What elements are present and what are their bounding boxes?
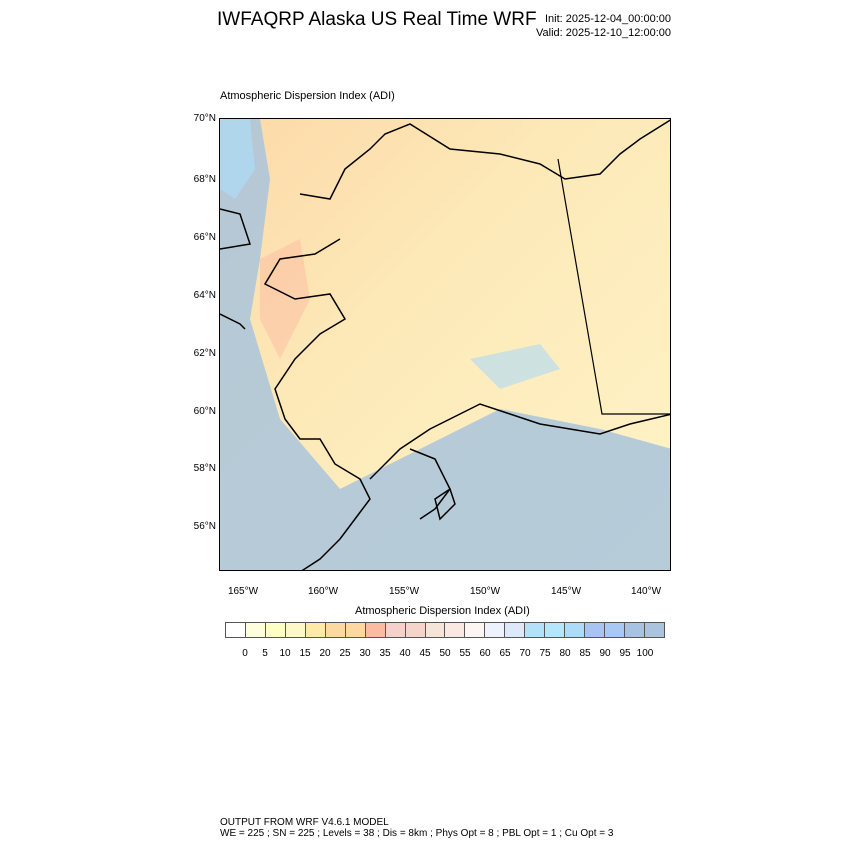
- colorbar-label: 50: [439, 648, 451, 659]
- footer-model: OUTPUT FROM WRF V4.6.1 MODEL: [220, 817, 389, 828]
- colorbar-label: 25: [339, 648, 351, 659]
- coastline: [220, 119, 670, 570]
- lat-label: 64°N: [193, 290, 216, 301]
- colorbar-label: 95: [619, 648, 631, 659]
- colorbar-swatch: [625, 623, 646, 637]
- lat-label: 60°N: [193, 406, 216, 417]
- colorbar-swatch: [285, 623, 306, 637]
- colorbar: [225, 622, 665, 638]
- colorbar-label: 40: [399, 648, 411, 659]
- colorbar-label: 70: [519, 648, 531, 659]
- colorbar-label: 35: [379, 648, 391, 659]
- colorbar-label: 0: [242, 648, 248, 659]
- colorbar-swatch: [245, 623, 266, 637]
- colorbar-label: 15: [299, 648, 311, 659]
- lat-label: 62°N: [193, 348, 216, 359]
- colorbar-label: 85: [579, 648, 591, 659]
- colorbar-swatch: [645, 623, 664, 637]
- colorbar-swatch: [325, 623, 346, 637]
- lon-label: 165°W: [227, 586, 259, 597]
- colorbar-swatch: [525, 623, 546, 637]
- lon-label: 140°W: [630, 586, 662, 597]
- lat-label: 58°N: [193, 463, 216, 474]
- lon-label: 145°W: [550, 586, 582, 597]
- init-time: Init: 2025-12-04_00:00:00: [545, 13, 671, 25]
- colorbar-label: 65: [499, 648, 511, 659]
- colorbar-label: 90: [599, 648, 611, 659]
- colorbar-label: 30: [359, 648, 371, 659]
- colorbar-label: 20: [319, 648, 331, 659]
- lon-label: 160°W: [307, 586, 339, 597]
- lat-label: 56°N: [193, 521, 216, 532]
- colorbar-swatch: [505, 623, 526, 637]
- ocean-field-north: [220, 119, 255, 199]
- figure-title: IWFAQRP Alaska US Real Time WRF: [217, 9, 537, 30]
- colorbar-title: Atmospheric Dispersion Index (ADI): [355, 605, 530, 617]
- colorbar-swatch: [585, 623, 606, 637]
- colorbar-swatch: [265, 623, 286, 637]
- colorbar-swatch: [465, 623, 486, 637]
- footer-params: WE = 225 ; SN = 225 ; Levels = 38 ; Dis …: [220, 828, 614, 839]
- lat-label: 70°N: [193, 113, 216, 124]
- colorbar-swatch: [305, 623, 326, 637]
- lon-label: 150°W: [469, 586, 501, 597]
- lat-label: 66°N: [193, 232, 216, 243]
- colorbar-label: 60: [479, 648, 491, 659]
- colorbar-swatch: [485, 623, 506, 637]
- border-us-canada: [557, 158, 670, 415]
- colorbar-swatch: [445, 623, 466, 637]
- colorbar-swatch: [425, 623, 446, 637]
- ocean-field: [220, 119, 670, 570]
- adi-map: [219, 118, 671, 571]
- colorbar-swatch: [226, 623, 246, 637]
- map-subtitle: Atmospheric Dispersion Index (ADI): [220, 90, 395, 102]
- colorbar-swatch: [545, 623, 566, 637]
- lat-label: 68°N: [193, 174, 216, 185]
- colorbar-label: 55: [459, 648, 471, 659]
- colorbar-label: 75: [539, 648, 551, 659]
- colorbar-swatch: [345, 623, 366, 637]
- colorbar-label: 5: [262, 648, 268, 659]
- colorbar-swatch: [385, 623, 406, 637]
- high-adi-west: [260, 239, 310, 359]
- colorbar-label: 100: [636, 648, 654, 659]
- colorbar-label: 80: [559, 648, 571, 659]
- valid-time: Valid: 2025-12-10_12:00:00: [536, 27, 671, 39]
- colorbar-label: 10: [279, 648, 291, 659]
- lon-label: 155°W: [388, 586, 420, 597]
- map-canvas: [220, 119, 670, 570]
- colorbar-swatch: [605, 623, 626, 637]
- colorbar-swatch: [405, 623, 426, 637]
- mountain-low-adi: [470, 344, 560, 389]
- colorbar-swatch: [565, 623, 586, 637]
- colorbar-swatch: [365, 623, 386, 637]
- colorbar-label: 45: [419, 648, 431, 659]
